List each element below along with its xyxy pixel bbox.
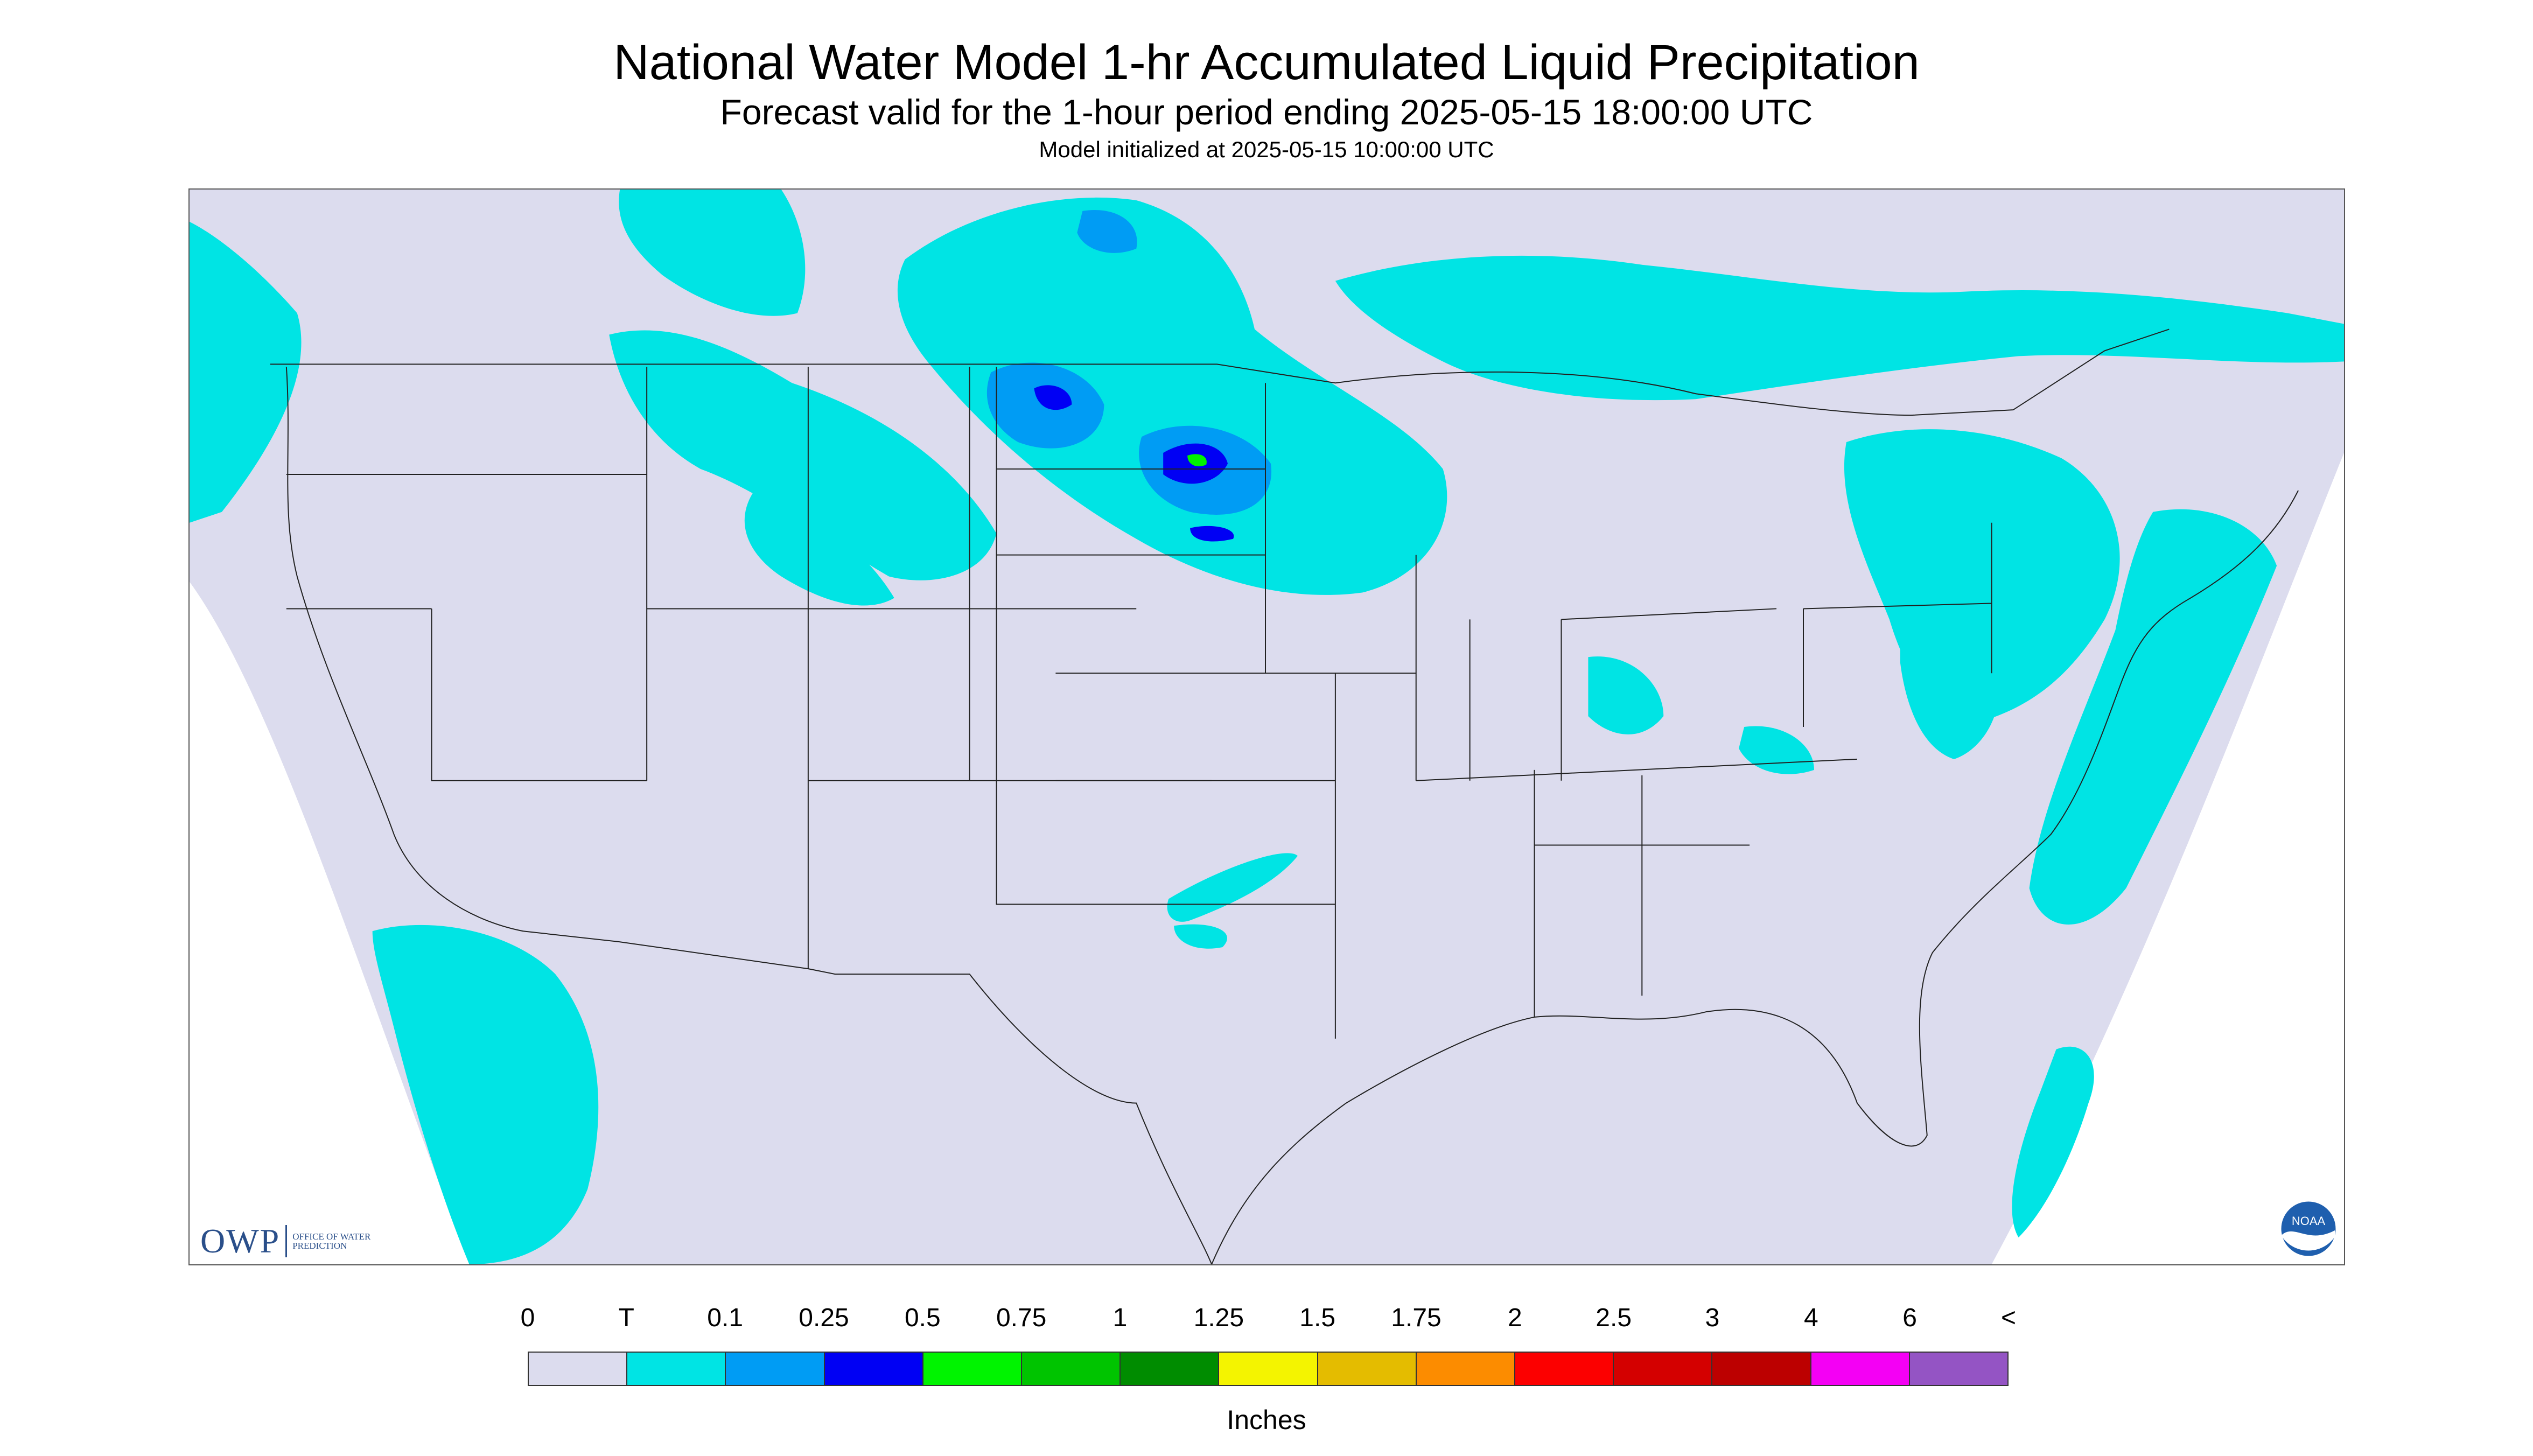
owp-logo: OWP OFFICE OF WATER PREDICTION <box>200 1222 379 1260</box>
legend-label: 3 <box>1705 1304 1720 1332</box>
precip-canada-west <box>619 190 806 316</box>
legend-label: 0.25 <box>799 1304 849 1332</box>
precip-north-texas <box>1174 924 1227 949</box>
legend-swatch <box>1121 1353 1220 1385</box>
precip-atlantic <box>2029 509 2277 925</box>
us-mexico-border <box>523 930 1213 1264</box>
precip-montana-streaks <box>744 490 894 606</box>
legend-label: 1.75 <box>1391 1304 1442 1332</box>
precip-northern-rockies <box>609 330 997 580</box>
legend-swatch <box>1416 1353 1516 1385</box>
legend-label: 0.5 <box>904 1304 941 1332</box>
state-lines-east <box>1416 522 1992 1017</box>
us-west-coast <box>285 367 523 932</box>
owp-logo-subtext: OFFICE OF WATER PREDICTION <box>292 1231 371 1251</box>
precip-pacific-northwest <box>190 221 302 523</box>
legend-units: Inches <box>1227 1405 1306 1435</box>
legend-label: 1.25 <box>1193 1304 1244 1332</box>
noaa-logo-text: NOAA <box>2292 1214 2326 1228</box>
legend-colorbar <box>528 1352 2009 1386</box>
precip-ontario-band <box>1335 255 2344 401</box>
legend-label: 1.5 <box>1299 1304 1336 1332</box>
us-canada-border <box>270 328 2170 416</box>
precip-north-dakota-band <box>897 197 1447 595</box>
legend-swatch <box>1515 1353 1614 1385</box>
precip-nd-heavy <box>1034 385 1072 410</box>
model-init-line: Model initialized at 2025-05-15 10:00:00… <box>1039 137 1494 162</box>
legend-swatch <box>1712 1353 1811 1385</box>
us-gulf-coast <box>1211 490 2299 1264</box>
precip-trace-areas <box>190 190 2344 1264</box>
legend-swatch <box>923 1353 1023 1385</box>
map-title: National Water Model 1-hr Accumulated Li… <box>613 35 1920 90</box>
legend-label: 2 <box>1507 1304 1522 1332</box>
legend-label: 0 <box>520 1304 535 1332</box>
legend-label: < <box>2000 1304 2017 1332</box>
precip-mn-max <box>1187 454 1207 467</box>
legend-label: 6 <box>1902 1304 1918 1332</box>
precip-mid-atlantic <box>1900 606 2000 759</box>
state-lines-central <box>996 367 1417 1039</box>
legend-swatch <box>627 1353 726 1385</box>
legend-labels: 0 T 0.1 0.25 0.5 0.75 1 1.25 1.5 1.75 2 2.5 3 4 6 < <box>521 1303 2016 1335</box>
state-boundaries <box>270 328 2299 1264</box>
legend-swatch <box>1219 1353 1318 1385</box>
map-canvas <box>190 190 2344 1264</box>
precip-gulf-east <box>2012 1046 2094 1238</box>
precip-sd-heavy <box>1190 526 1234 542</box>
legend-swatch <box>1909 1353 2008 1385</box>
legend-swatch <box>1811 1353 1910 1385</box>
precipitation-map: OWP OFFICE OF WATER PREDICTION NOAA <box>188 188 2345 1265</box>
legend-swatch <box>1614 1353 1713 1385</box>
precip-baja-pacific <box>372 925 599 1264</box>
legend-label: 0.75 <box>996 1304 1047 1332</box>
state-lines-west <box>286 367 1212 969</box>
precip-ohio-valley <box>1588 656 1664 734</box>
legend-swatch <box>824 1353 923 1385</box>
legend-swatch <box>529 1353 628 1385</box>
legend-label: 0.1 <box>707 1304 744 1332</box>
legend-swatch <box>1022 1353 1121 1385</box>
legend-swatch <box>726 1353 825 1385</box>
owp-logo-text: OWP <box>200 1222 281 1260</box>
legend-label: T <box>618 1304 634 1332</box>
legend-label: 2.5 <box>1596 1304 1632 1332</box>
legend-label: 4 <box>1803 1304 1818 1332</box>
precip-canada-core <box>1077 210 1137 253</box>
legend-swatch <box>1318 1353 1417 1385</box>
legend-label: 1 <box>1112 1304 1128 1332</box>
owp-logo-divider <box>285 1225 288 1257</box>
noaa-logo-icon: NOAA <box>2279 1200 2338 1258</box>
map-subtitle: Forecast valid for the 1-hour period end… <box>720 92 1813 132</box>
